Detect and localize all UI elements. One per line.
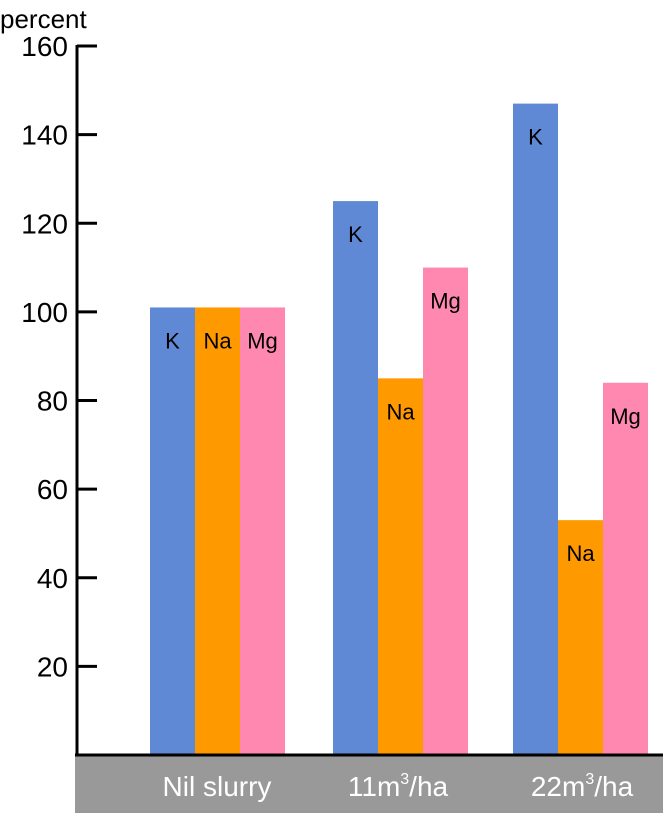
bar-label-na: Na: [203, 328, 232, 353]
bar-k: [513, 103, 558, 755]
bar-label-k: K: [528, 125, 543, 150]
y-tick-label: 60: [37, 474, 68, 505]
y-axis-title: percent: [0, 4, 87, 34]
category-label: 22m3/ha: [531, 771, 634, 802]
y-tick-label: 140: [21, 120, 68, 151]
category-band: [75, 756, 663, 813]
bar-mg: [240, 307, 285, 755]
category-label: Nil slurry: [163, 771, 272, 802]
bar-na: [558, 520, 603, 755]
bar-label-k: K: [165, 328, 180, 353]
y-tick-label: 20: [37, 651, 68, 682]
y-tick-label: 100: [21, 297, 68, 328]
bar-mg: [423, 267, 468, 755]
bar-na: [378, 378, 423, 755]
bar-na: [195, 307, 240, 755]
bar-mg: [603, 382, 648, 755]
bar-label-k: K: [348, 222, 363, 247]
y-tick-label: 120: [21, 208, 68, 239]
y-tick-label: 40: [37, 563, 68, 594]
bar-label-mg: Mg: [430, 289, 461, 314]
y-tick-label: 160: [21, 31, 68, 62]
bar-label-mg: Mg: [610, 404, 641, 429]
y-tick-label: 80: [37, 386, 68, 417]
bar-label-mg: Mg: [247, 328, 278, 353]
bar-k: [333, 201, 378, 755]
category-label: 11m3/ha: [348, 771, 449, 802]
bar-label-na: Na: [566, 541, 595, 566]
bar-k: [150, 307, 195, 755]
bar-label-na: Na: [386, 399, 415, 424]
